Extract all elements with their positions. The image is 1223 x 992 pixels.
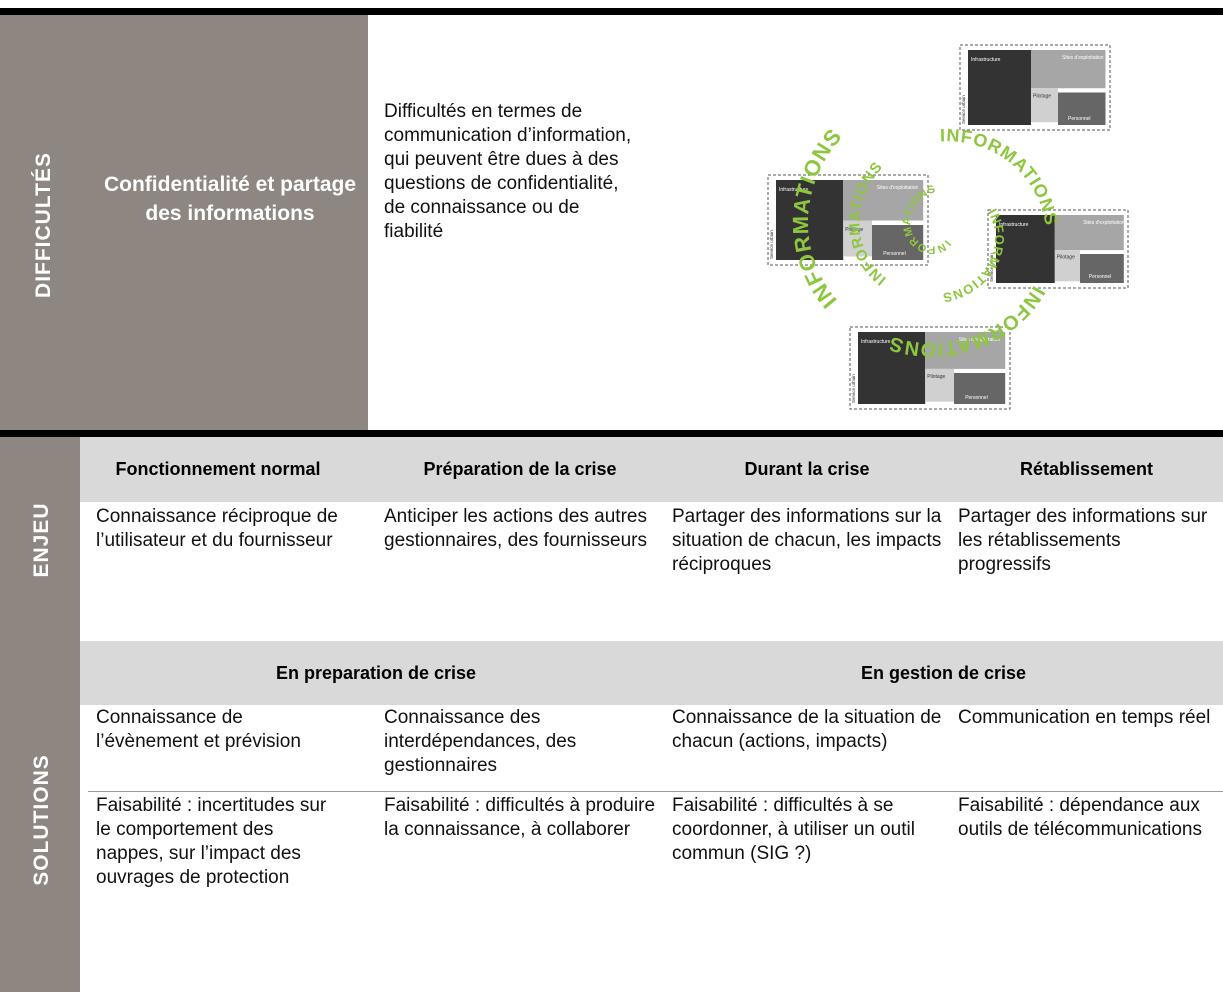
box-label: Sites d'exploitation bbox=[1062, 55, 1104, 61]
box-dark bbox=[968, 50, 1031, 125]
difficulty-description: Difficultés en termes de communication d… bbox=[384, 101, 632, 242]
box-label: Pilotage bbox=[845, 227, 863, 233]
enjeu-cell: Connaissance réciproque de l’utilisateur… bbox=[96, 506, 338, 551]
organisation-box: Sites d'exploitation Pilotage Personnel Inf… bbox=[987, 209, 1129, 289]
feasibility-cell: Faisabilité : difficultés à produire la … bbox=[384, 795, 656, 840]
box-mid bbox=[925, 368, 954, 402]
box-label: Infrastructure bbox=[861, 339, 891, 345]
solutions-label: SOLUTIONS bbox=[30, 754, 53, 886]
side-band bbox=[0, 437, 80, 992]
box-label: Infrastructure bbox=[779, 187, 809, 193]
solution-cell: Connaissance de la situation de chacun (… bbox=[672, 707, 942, 752]
box-label: Service urbain bbox=[989, 253, 994, 282]
top-rule bbox=[0, 8, 1223, 15]
box-frame bbox=[849, 326, 1011, 410]
box-frame bbox=[767, 174, 929, 266]
spiral-word: INFORMATIONS bbox=[941, 206, 1007, 305]
box-label: Personnel bbox=[1089, 274, 1112, 280]
box-label: Personnel bbox=[883, 251, 906, 257]
group-header: En preparation de crise bbox=[275, 662, 477, 683]
enjeu-cell: Partager des informations sur les rétabl… bbox=[958, 506, 1208, 575]
solutions-header-row bbox=[80, 641, 1223, 705]
section-label: DIFFICULTÉS bbox=[32, 152, 55, 298]
box-label: Pilotage bbox=[1033, 94, 1051, 100]
box-label: Service urbain bbox=[961, 95, 966, 124]
box-label: Infrastructure bbox=[971, 57, 1001, 63]
box-top bbox=[925, 332, 1006, 369]
box-dark bbox=[996, 215, 1055, 283]
box-dark bbox=[776, 180, 844, 260]
box-label: Personnel bbox=[1068, 116, 1091, 122]
difficulty-panel bbox=[0, 15, 368, 430]
column-header: Préparation de la crise bbox=[423, 459, 617, 479]
enjeu-cell: Anticiper les actions des autres gestion… bbox=[384, 506, 647, 551]
row-rule bbox=[88, 791, 1223, 792]
box-low bbox=[1080, 254, 1124, 283]
column-header: Durant la crise bbox=[744, 459, 870, 479]
box-mid bbox=[1031, 88, 1058, 123]
box-label: Service urbain bbox=[851, 374, 856, 403]
box-label: Service urbain bbox=[769, 230, 774, 259]
solution-cell: Connaissance de l’évènement et prévision bbox=[96, 707, 301, 752]
box-label: Pilotage bbox=[927, 374, 945, 380]
box-frame bbox=[959, 44, 1111, 131]
feasibility-cell: Faisabilité : incertitudes sur le compor… bbox=[96, 795, 327, 888]
solution-cell: Communication en temps réel bbox=[958, 707, 1211, 728]
section-rule bbox=[0, 430, 1223, 437]
group-header: En gestion de crise bbox=[860, 662, 1027, 683]
box-label: Pilotage bbox=[1057, 254, 1075, 260]
information-spiral: Sites d'exploitation Pilotage Personnel Inf… bbox=[767, 44, 1129, 410]
box-label: Infrastructure bbox=[999, 222, 1029, 228]
box-low bbox=[1058, 92, 1106, 125]
enjeu-label: ENJEU bbox=[30, 502, 53, 578]
box-mid bbox=[1054, 250, 1080, 282]
box-label: Personnel bbox=[965, 395, 988, 401]
column-header: Rétablissement bbox=[1019, 459, 1154, 479]
box-dark bbox=[858, 332, 926, 404]
feasibility-cell: Faisabilité : dépendance aux outils de t… bbox=[958, 795, 1202, 840]
box-top bbox=[1054, 215, 1124, 251]
box-label: Sites d'exploitation bbox=[959, 337, 1001, 343]
box-label: Sites d'exploitation bbox=[1083, 220, 1125, 226]
box-frame bbox=[987, 209, 1129, 289]
spiral-word-path: INFORMATIONS bbox=[941, 206, 1006, 305]
organisation-box: Sites d'exploitation Pilotage Personnel Inf… bbox=[849, 326, 1011, 410]
solution-cell: Connaissance des interdépendances, des g… bbox=[384, 707, 577, 776]
feasibility-cell: Faisabilité : difficultés à se coordonne… bbox=[672, 795, 915, 864]
box-mid bbox=[843, 220, 872, 257]
box-label: Sites d'exploitation bbox=[877, 185, 919, 191]
enjeu-cell: Partager des informations sur la situati… bbox=[672, 506, 942, 575]
organisation-box: Sites d'exploitation Pilotage Personnel Inf… bbox=[767, 174, 929, 266]
box-low bbox=[954, 373, 1006, 404]
box-top bbox=[843, 180, 924, 221]
difficulty-title: Confidentialité et partage des informati… bbox=[103, 173, 357, 225]
column-header: Fonctionnement normal bbox=[115, 459, 321, 479]
organisation-box: Sites d'exploitation Pilotage Personnel Inf… bbox=[959, 44, 1111, 131]
box-low bbox=[872, 225, 924, 260]
box-top bbox=[1031, 50, 1106, 89]
enjeu-header-row bbox=[80, 437, 1223, 502]
